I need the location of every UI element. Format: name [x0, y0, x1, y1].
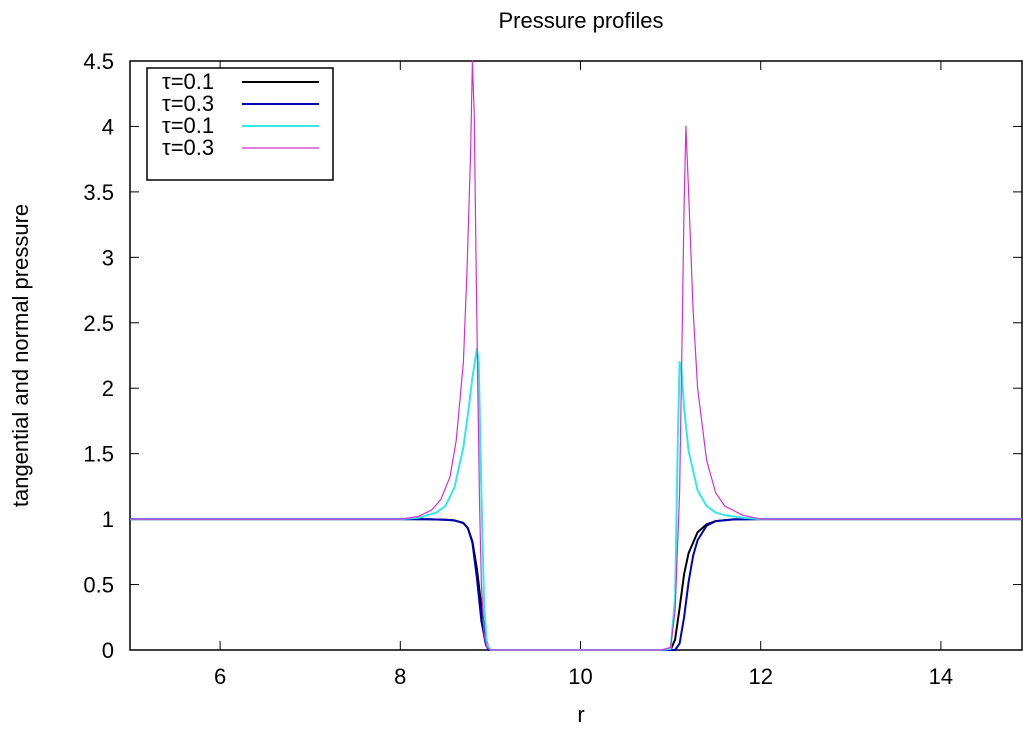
- y-tick-label: 2.5: [83, 311, 114, 336]
- legend-label: τ=0.3: [162, 91, 214, 116]
- y-axis-title: tangential and normal pressure: [8, 204, 33, 507]
- series-line-1: [130, 518, 1022, 651]
- series-group: [130, 60, 1022, 651]
- y-tick-label: 2: [102, 376, 114, 401]
- series-line-3: [130, 348, 1022, 651]
- legend-label: τ=0.1: [162, 113, 214, 138]
- legend: τ=0.1τ=0.3τ=0.1τ=0.3: [146, 67, 334, 181]
- x-axis: 6 8 10 12 14: [214, 61, 953, 689]
- series-line-4: [130, 60, 1022, 651]
- y-tick-label: 3.5: [83, 180, 114, 205]
- y-axis: 0 0.5 1 1.5 2 2.5 3 3.5 4 4.5: [83, 49, 1022, 663]
- chart-title: Pressure profiles: [498, 8, 663, 33]
- y-tick-label: 4: [102, 114, 114, 139]
- legend-label: τ=0.1: [162, 69, 214, 94]
- y-tick-label: 0: [102, 638, 114, 663]
- x-tick-label: 10: [568, 664, 592, 689]
- x-tick-label: 6: [214, 664, 226, 689]
- y-tick-label: 1.5: [83, 442, 114, 467]
- y-tick-label: 0.5: [83, 573, 114, 598]
- x-tick-label: 12: [748, 664, 772, 689]
- y-tick-label: 4.5: [83, 49, 114, 74]
- legend-label: τ=0.3: [162, 135, 214, 160]
- series-line-2: [130, 518, 1022, 651]
- x-tick-label: 14: [929, 664, 953, 689]
- legend-box: [146, 67, 334, 181]
- y-tick-label: 3: [102, 245, 114, 270]
- x-tick-label: 8: [394, 664, 406, 689]
- y-tick-label: 1: [102, 507, 114, 532]
- x-axis-title: r: [577, 702, 584, 727]
